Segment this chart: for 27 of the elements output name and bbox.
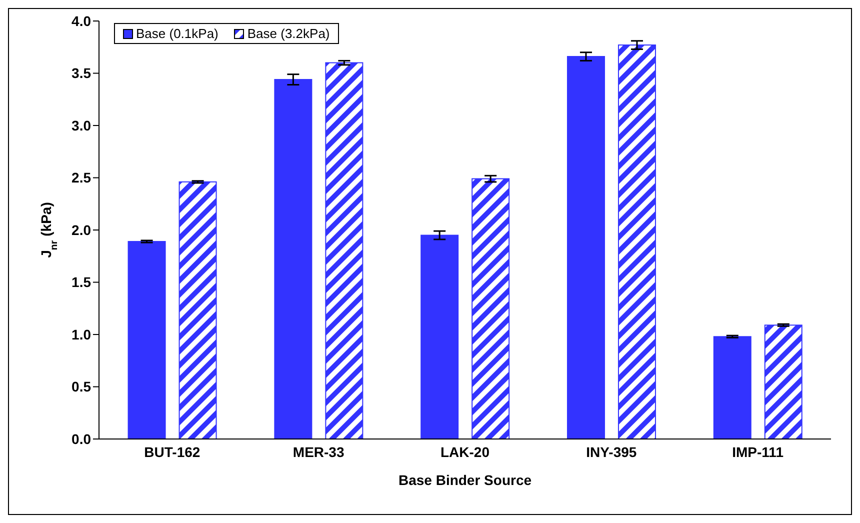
bar [472, 178, 510, 439]
bar [566, 56, 605, 439]
y-tick-label: 2.0 [72, 222, 92, 238]
y-tick-label: 0.5 [72, 378, 92, 395]
bar [713, 336, 752, 439]
legend-label: Base (0.1kPa) [135, 26, 218, 41]
x-tick-label: IMP-111 [732, 444, 784, 460]
y-tick-label: 2.5 [72, 170, 92, 186]
bar [764, 324, 802, 439]
bar [128, 240, 166, 439]
bar [420, 234, 459, 439]
bar [274, 79, 312, 439]
y-tick-label: 0.0 [72, 430, 92, 447]
x-tick-label: INY-395 [586, 444, 637, 460]
y-tick-label: 1.0 [72, 326, 92, 342]
y-tick-label: 1.5 [72, 274, 92, 290]
legend-label: Base (3.2kPa) [246, 26, 330, 41]
x-tick-label: LAK-20 [440, 444, 490, 460]
y-tick-label: 3.0 [72, 117, 92, 134]
bar [325, 62, 364, 439]
x-axis-title: Base Binder Source [398, 472, 532, 488]
bar [178, 181, 217, 439]
bar [618, 44, 656, 439]
y-tick-label: 4.0 [72, 12, 92, 29]
x-tick-label: BUT-162 [144, 444, 200, 460]
y-tick-label: 3.5 [72, 65, 92, 82]
x-tick-label: MER-33 [292, 444, 344, 460]
